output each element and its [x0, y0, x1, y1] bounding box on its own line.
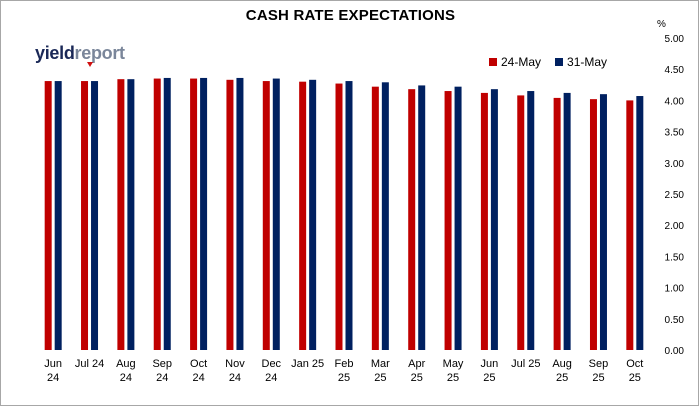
bar-series-1-5 [226, 79, 234, 350]
y-axis-unit-label: % [657, 19, 666, 30]
bar-series-2-15 [599, 94, 607, 350]
bars-layer [44, 77, 644, 351]
x-tick-label-16-0: Oct [626, 358, 643, 370]
x-tick-label-5-0: Nov [225, 358, 245, 370]
bar-series-2-12 [490, 89, 498, 351]
x-tick-label-8-0: Feb [335, 358, 354, 370]
x-tick-label-4-0: Oct [190, 358, 207, 370]
bar-series-1-9 [371, 86, 379, 351]
legend-entry-series-1: 24-May [489, 55, 541, 69]
x-tick-label-8-1: 25 [338, 372, 350, 384]
x-tick-label-4-1: 24 [192, 372, 204, 384]
x-tick-label-14-0: Aug [552, 358, 572, 370]
bar-series-1-16 [626, 100, 634, 351]
y-axis-ticks: 0.00 0.50 1.00 1.50 2.00 2.50 3.00 3.50 4.00 4.50… [665, 34, 685, 357]
y-tick-label-2.50: 2.50 [665, 190, 685, 201]
logo-text-yield: yield [35, 43, 75, 63]
x-tick-label-13-0: Jul 25 [511, 358, 540, 370]
x-tick-label-1-0: Jul 24 [75, 358, 104, 370]
bar-series-2-16 [636, 96, 644, 350]
x-tick-label-10-1: 25 [411, 372, 423, 384]
bar-series-2-7 [309, 79, 317, 350]
x-tick-label-12-0: Jun [481, 358, 499, 370]
y-tick-label-0.50: 0.50 [665, 315, 685, 326]
x-tick-label-3-0: Sep [152, 358, 172, 370]
bar-series-1-10 [408, 89, 416, 351]
bar-series-1-1 [81, 81, 89, 350]
x-tick-label-7-0: Jan 25 [291, 358, 324, 370]
bar-series-1-3 [153, 78, 161, 350]
bar-series-1-15 [589, 99, 597, 351]
bar-series-2-5 [236, 77, 244, 350]
legend-swatch-series-1 [489, 58, 497, 66]
bar-series-2-11 [454, 86, 462, 351]
y-tick-label-2.00: 2.00 [665, 221, 685, 232]
bar-series-1-14 [553, 97, 561, 351]
x-tick-label-2-1: 24 [120, 372, 132, 384]
x-tick-label-16-1: 25 [629, 372, 641, 384]
bar-series-2-4 [200, 77, 208, 350]
bar-series-1-12 [480, 92, 488, 350]
bar-series-1-8 [335, 83, 343, 351]
x-tick-label-9-0: Mar [371, 358, 390, 370]
bar-series-2-3 [163, 77, 171, 350]
y-tick-label-5.00: 5.00 [665, 34, 685, 45]
y-tick-label-3.50: 3.50 [665, 128, 685, 139]
yieldreport-logo: yieldreport [35, 43, 126, 67]
bar-series-1-2 [117, 79, 125, 351]
y-tick-label-4.50: 4.50 [665, 65, 685, 76]
bar-series-2-9 [381, 82, 389, 351]
bar-series-1-13 [517, 95, 525, 350]
x-tick-label-14-1: 25 [556, 372, 568, 384]
x-tick-label-6-1: 24 [265, 372, 277, 384]
chart-legend: 24-May 31-May [489, 55, 607, 69]
chart-title: CASH RATE EXPECTATIONS [245, 7, 456, 24]
x-tick-label-11-0: May [443, 358, 464, 370]
x-tick-label-15-0: Sep [589, 358, 609, 370]
legend-label-series-2: 31-May [567, 55, 608, 69]
x-tick-label-11-1: 25 [447, 372, 459, 384]
x-tick-label-9-1: 25 [374, 372, 386, 384]
bar-series-2-10 [418, 85, 426, 351]
y-tick-label-0.00: 0.00 [665, 346, 685, 357]
x-tick-label-10-0: Apr [408, 358, 425, 370]
bar-series-2-2 [127, 79, 135, 351]
x-tick-label-6-0: Dec [262, 358, 282, 370]
bar-series-2-1 [91, 81, 99, 350]
x-tick-label-12-1: 25 [483, 372, 495, 384]
x-tick-label-2-0: Aug [116, 358, 136, 370]
x-tick-label-3-1: 24 [156, 372, 168, 384]
y-tick-label-1.50: 1.50 [665, 252, 685, 263]
bar-series-1-6 [262, 81, 270, 350]
legend-label-series-1: 24-May [501, 55, 542, 69]
bar-series-1-4 [190, 78, 198, 350]
x-tick-label-5-1: 24 [229, 372, 241, 384]
bar-series-2-8 [345, 81, 353, 350]
y-tick-label-1.00: 1.00 [665, 284, 685, 295]
x-tick-label-0-0: Jun [44, 358, 62, 370]
legend-entry-series-2: 31-May [555, 55, 607, 69]
bar-series-2-0 [54, 81, 62, 350]
bar-series-2-14 [563, 92, 571, 350]
plot-area [35, 38, 653, 350]
bar-series-1-7 [299, 81, 307, 351]
y-tick-label-3.00: 3.00 [665, 159, 685, 170]
x-axis-labels: Jun 24 Jul 24 Aug 24 Sep 24 Oct 24 Nov 24 Dec 24 Jan … [44, 358, 643, 384]
x-tick-label-15-1: 25 [592, 372, 604, 384]
bar-series-1-0 [44, 81, 52, 350]
bar-series-1-11 [444, 91, 452, 350]
y-tick-label-4.00: 4.00 [665, 96, 685, 107]
legend-swatch-series-2 [555, 58, 564, 66]
x-tick-label-0-1: 24 [47, 372, 59, 384]
bar-series-2-13 [527, 91, 535, 350]
logo-marker-icon [87, 62, 93, 67]
logo-text-report: report [74, 43, 126, 63]
bar-series-2-6 [272, 78, 280, 350]
